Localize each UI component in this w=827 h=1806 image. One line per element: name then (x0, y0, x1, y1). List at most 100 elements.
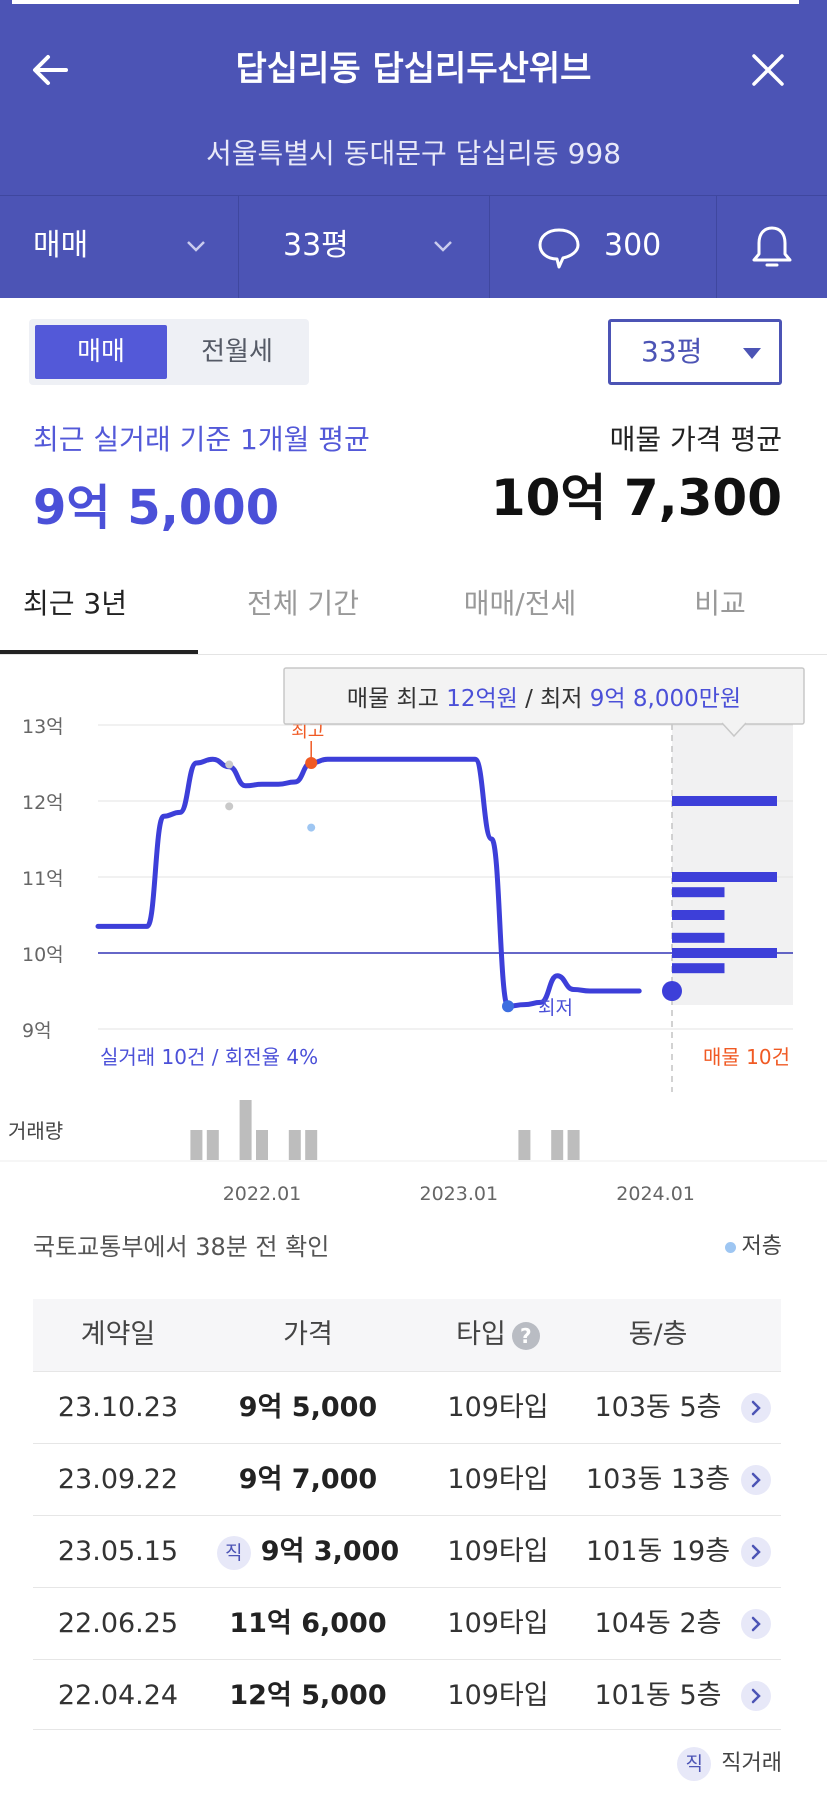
page-title: 답십리동 답십리두산위브 (235, 49, 592, 89)
comments-button[interactable]: 300 (490, 196, 716, 298)
chevron-right-icon[interactable] (741, 1681, 771, 1711)
volume-bar (190, 1130, 203, 1160)
tooltip-pointer (721, 722, 747, 738)
row-price-value: 9억 5,000 (238, 1392, 378, 1423)
current-point (662, 981, 682, 1001)
active-tab-indicator (0, 650, 198, 654)
bell-icon[interactable] (748, 222, 796, 272)
size-select-value: 33평 (641, 335, 703, 368)
tab-sale-jeonse[interactable]: 매매/전세 (463, 587, 577, 620)
help-icon[interactable]: ? (511, 1321, 540, 1350)
chevron-right-icon[interactable] (741, 1393, 771, 1423)
period-tabs: 최근 3년 전체 기간 매매/전세 비교 (0, 570, 827, 656)
tab-all-period[interactable]: 전체 기간 (247, 587, 359, 620)
price-range-tooltip: 매물 최고 12억원 / 최저 9억 8,000만원 (283, 667, 805, 738)
table-row[interactable]: 23.09.22 9억 7,000 109타입 103동 13층 (33, 1443, 781, 1515)
column-header-type-label: 타입 (456, 1319, 506, 1350)
transactions-summary: 실거래 10건 / 회전율 4% (100, 1045, 318, 1069)
volume-bar (551, 1130, 564, 1160)
row-unit: 103동 5층 (594, 1392, 722, 1423)
tab-baseline (0, 654, 827, 655)
trade-type-filter[interactable]: 매매 (0, 196, 238, 298)
y-tick-label: 10억 (22, 944, 64, 966)
column-header-price: 가격 (283, 1319, 333, 1350)
table-row[interactable]: 22.04.24 12억 5,000 109타입 101동 5층 (33, 1659, 781, 1731)
row-unit: 103동 13층 (585, 1464, 731, 1495)
tooltip-text-part: / 최저 (518, 686, 590, 712)
row-price: 12억 5,000 (203, 1660, 413, 1732)
chevron-right-icon[interactable] (741, 1537, 771, 1567)
table-row[interactable]: 22.06.25 11억 6,000 109타입 104동 2층 (33, 1587, 781, 1659)
table-row[interactable]: 23.05.15 직 9억 3,000 109타입 101동 19층 (33, 1515, 781, 1587)
row-price: 11억 6,000 (203, 1588, 413, 1660)
size-filter[interactable]: 33평 (239, 196, 489, 298)
low-floor-point (307, 823, 316, 832)
direct-trade-legend-label: 직거래 (721, 1751, 782, 1776)
listing-bar (672, 948, 777, 958)
low-point (502, 1000, 514, 1013)
listing-bar (672, 887, 725, 898)
volume-bar (256, 1130, 268, 1160)
tooltip-text-part: 12억원 (446, 686, 518, 712)
volume-bar (518, 1130, 531, 1160)
chevron-right-icon[interactable] (741, 1465, 771, 1495)
listing-bar (672, 796, 777, 806)
listing-bar (672, 872, 777, 882)
chevron-down-icon (434, 241, 452, 252)
high-marker-label: 최고 (291, 721, 324, 742)
listing-average-value: 10억 7,300 (490, 469, 782, 527)
table-row[interactable]: 23.10.23 9억 5,000 109타입 103동 5층 (33, 1371, 781, 1443)
row-date: 23.09.22 (57, 1464, 179, 1495)
toggle-rent[interactable]: 전월세 (201, 337, 273, 367)
transactions-table: 계약일 가격 타입? 동/층 23.10.23 9억 5,000 109타입 103동… (33, 1299, 781, 1731)
recent-average-value: 9억 5,000 (33, 480, 280, 536)
column-header-type: 타입? (418, 1299, 578, 1371)
app-header: 답십리동 답십리두산위브 서울특별시 동대문구 답십리동 998 매매 33평 … (0, 0, 827, 298)
filter-divider (238, 196, 239, 298)
row-date: 22.06.25 (57, 1608, 179, 1639)
row-type: 109타입 (447, 1608, 549, 1639)
row-type: 109타입 (447, 1392, 549, 1423)
row-unit: 104동 2층 (594, 1608, 722, 1639)
transaction-point (225, 760, 234, 769)
row-price-value: 9억 7,000 (238, 1464, 378, 1495)
low-floor-legend: 저층 (724, 1230, 782, 1264)
volume-bar (567, 1130, 580, 1160)
price-series-line (95, 756, 642, 1009)
volume-label: 거래량 (8, 1119, 63, 1143)
trade-type-label: 매매 (33, 228, 89, 263)
row-date: 23.05.15 (57, 1536, 179, 1567)
row-date: 23.10.23 (57, 1392, 179, 1423)
back-arrow-icon[interactable] (26, 46, 74, 94)
tab-compare[interactable]: 비교 (694, 587, 746, 620)
dropdown-triangle-icon (743, 348, 761, 359)
filter-divider (716, 196, 717, 298)
chevron-right-icon[interactable] (741, 1609, 771, 1639)
row-price-value: 12억 5,000 (229, 1680, 387, 1711)
tooltip-box (283, 667, 805, 725)
status-bar-line (12, 0, 799, 4)
row-unit: 101동 5층 (594, 1680, 722, 1711)
volume-bar (288, 1130, 301, 1160)
x-tick-label: 2024.01 (616, 1183, 695, 1205)
size-select[interactable]: 33평 (608, 319, 782, 385)
volume-bar (239, 1100, 252, 1160)
tooltip-text-part: 9억 8,000만원 (590, 686, 741, 712)
row-type: 109타입 (447, 1680, 549, 1711)
toggle-sale[interactable]: 매매 (35, 325, 167, 379)
column-header-date: 계약일 (80, 1319, 156, 1350)
header-divider (0, 195, 827, 196)
row-price: 9억 7,000 (203, 1444, 413, 1516)
low-floor-legend-label: 저층 (741, 1234, 782, 1259)
row-price-value: 11억 6,000 (229, 1608, 387, 1639)
tab-recent-3y[interactable]: 최근 3년 (23, 587, 127, 620)
row-type: 109타입 (447, 1464, 549, 1495)
table-bottom-border (33, 1729, 781, 1730)
y-tick-label: 11억 (22, 868, 64, 890)
table-header: 계약일 가격 타입? 동/층 (33, 1299, 781, 1371)
close-icon[interactable] (744, 46, 792, 94)
row-price: 9억 5,000 (203, 1372, 413, 1444)
row-type: 109타입 (447, 1536, 549, 1567)
volume-bar (206, 1130, 219, 1160)
